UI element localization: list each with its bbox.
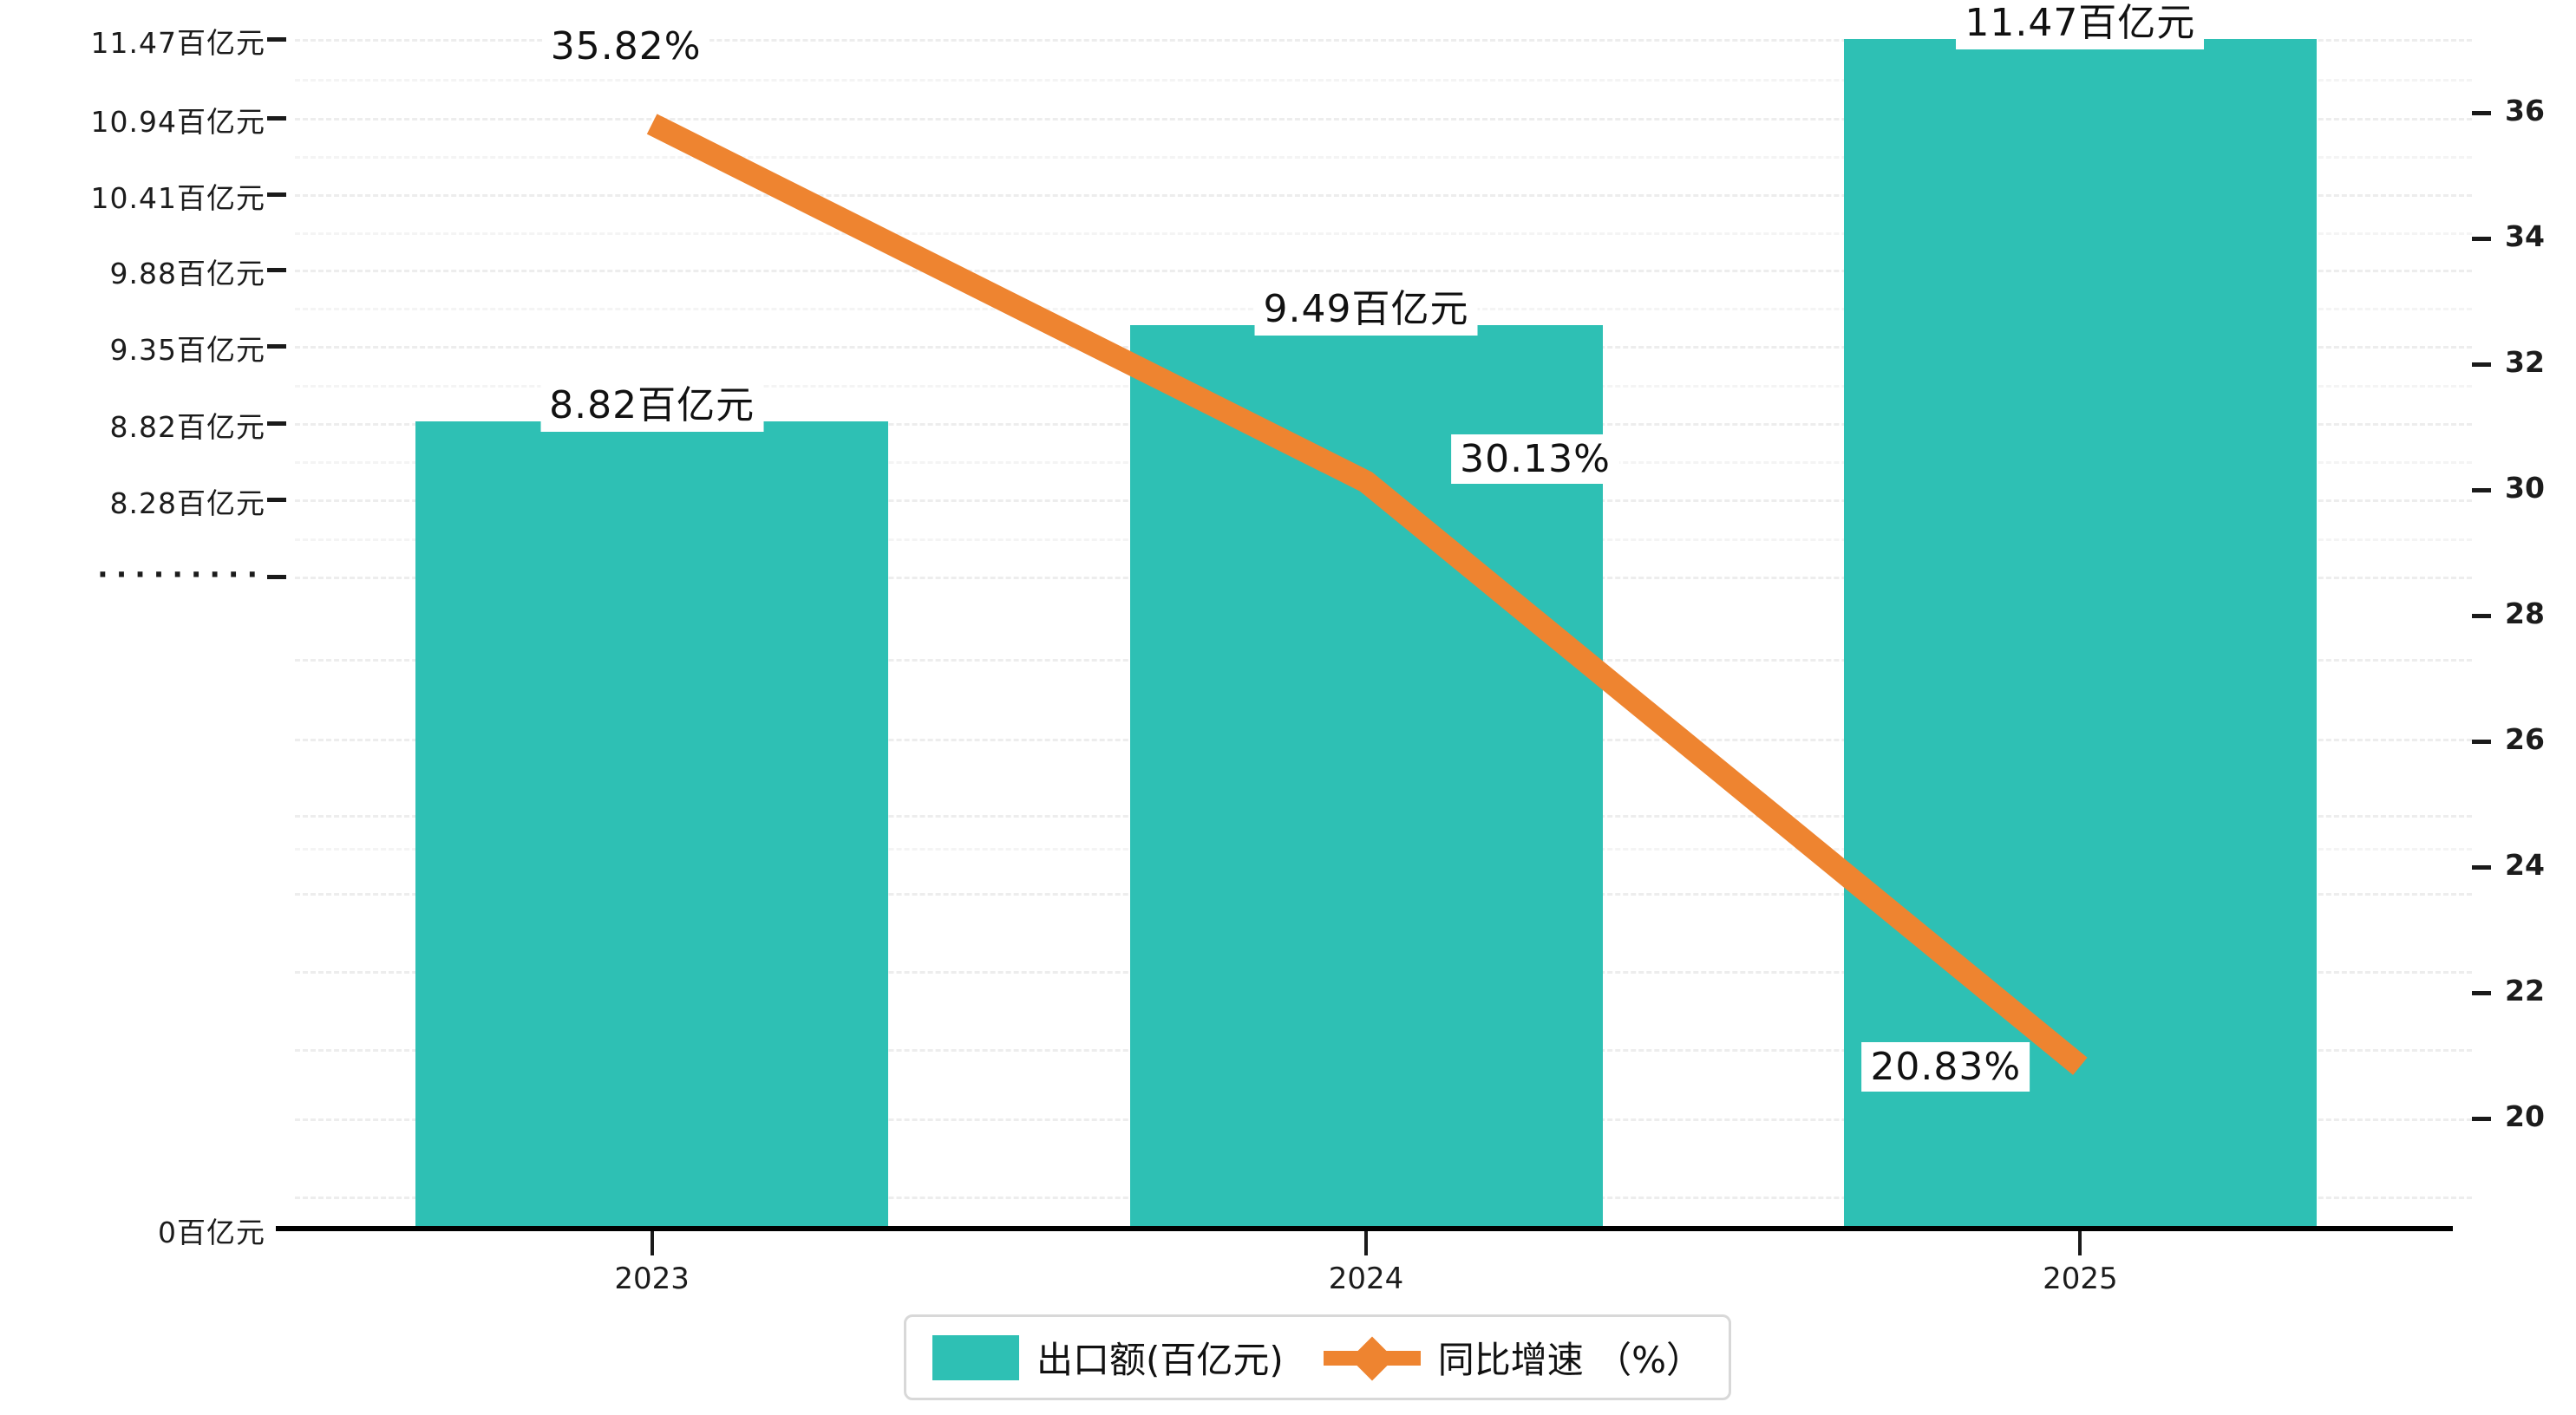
y-axis-left-tick-label: 9.88百亿元 <box>109 257 265 290</box>
line-value-label-2023: 35.82% <box>541 22 710 72</box>
y-axis-right-tick-label: 30 <box>2505 471 2545 505</box>
x-axis-line <box>276 1226 2453 1231</box>
y-axis-right-tick <box>2472 111 2491 115</box>
y-axis-left-tick <box>267 575 286 579</box>
line-value-label-2024: 30.13% <box>1451 434 1619 484</box>
y-axis-left-tick <box>267 37 286 42</box>
gridline-major <box>295 194 2472 197</box>
legend-item-line[interactable]: 同比增速 （%） <box>1323 1331 1703 1384</box>
y-axis-right-tick-label: 24 <box>2505 848 2545 882</box>
bar-2023[interactable] <box>415 421 889 1229</box>
y-axis-right-tick <box>2472 614 2491 618</box>
gridline-major <box>295 270 2472 272</box>
line-value-label-2025: 20.83% <box>1861 1041 2030 1092</box>
x-axis-tick <box>1364 1231 1368 1255</box>
y-axis-right-tick-label: 36 <box>2505 94 2545 127</box>
y-axis-right-tick <box>2472 740 2491 744</box>
legend-item-bar[interactable]: 出口额(百亿元) <box>932 1331 1284 1384</box>
legend-item-label: 出口额(百亿元) <box>1036 1339 1284 1381</box>
y-axis-left-tick-label: 11.47百亿元 <box>90 26 265 60</box>
y-axis-left-tick <box>267 498 286 502</box>
bar-2025[interactable] <box>1843 39 2317 1229</box>
y-axis-left-tick-label: 8.82百亿元 <box>109 410 265 444</box>
gridline-minor <box>295 156 2472 159</box>
y-axis-left-tick-label: 0百亿元 <box>158 1216 265 1249</box>
y-axis-left-tick-label: 10.94百亿元 <box>90 105 265 139</box>
x-axis-tick <box>2078 1231 2082 1255</box>
y-axis-right-tick-label: 32 <box>2505 345 2545 379</box>
bar-value-label-2024: 9.49百亿元 <box>1254 274 1478 336</box>
legend-line-swatch-icon <box>1323 1335 1421 1380</box>
line-series-path <box>646 114 2088 1075</box>
bar-value-label-2025: 11.47百亿元 <box>1956 0 2205 49</box>
y-axis-left-tick-label: ········· <box>97 558 265 591</box>
bar-value-label-2023: 8.82百亿元 <box>540 371 764 433</box>
y-axis-left-tick-label: 9.35百亿元 <box>109 333 265 367</box>
y-axis-left-tick <box>267 192 286 197</box>
x-axis-tick-label-2024: 2024 <box>1328 1262 1404 1296</box>
gridline-minor <box>295 78 2472 82</box>
x-axis-tick <box>650 1231 654 1255</box>
x-axis-tick-label-2025: 2025 <box>2043 1262 2118 1296</box>
y-axis-right-tick <box>2472 991 2491 995</box>
y-axis-left-tick <box>267 421 286 426</box>
gridline-major <box>295 39 2472 42</box>
gridline-major <box>295 118 2472 121</box>
y-axis-left-tick-label: 8.28百亿元 <box>109 486 265 520</box>
y-axis-right-tick-label: 34 <box>2505 219 2545 253</box>
y-axis-left-tick <box>267 268 286 272</box>
y-axis-left-tick <box>267 1227 286 1231</box>
y-axis-right-tick <box>2472 237 2491 241</box>
gridline-minor <box>295 231 2472 235</box>
y-axis-left-tick-label: 10.41百亿元 <box>90 181 265 215</box>
y-axis-right-tick-label: 22 <box>2505 974 2545 1007</box>
chart-legend[interactable]: 出口额(百亿元) 同比增速 （%） <box>904 1314 1732 1400</box>
y-axis-left-tick <box>267 116 286 121</box>
plot-area <box>295 0 2437 1229</box>
y-axis-right-tick-label: 26 <box>2505 722 2545 756</box>
y-axis-right-tick <box>2472 865 2491 870</box>
legend-item-label: 同比增速 （%） <box>1437 1339 1703 1381</box>
x-axis-tick-label-2023: 2023 <box>614 1262 690 1296</box>
y-axis-right-tick <box>2472 1117 2491 1121</box>
y-axis-right-tick <box>2472 362 2491 367</box>
y-axis-right-tick-label: 28 <box>2505 597 2545 630</box>
line-series-layer <box>646 114 2088 1075</box>
y-axis-right-tick <box>2472 488 2491 492</box>
y-axis-left-tick <box>267 344 286 349</box>
legend-bar-swatch-icon <box>932 1334 1019 1380</box>
y-axis-right-tick-label: 20 <box>2505 1099 2545 1133</box>
